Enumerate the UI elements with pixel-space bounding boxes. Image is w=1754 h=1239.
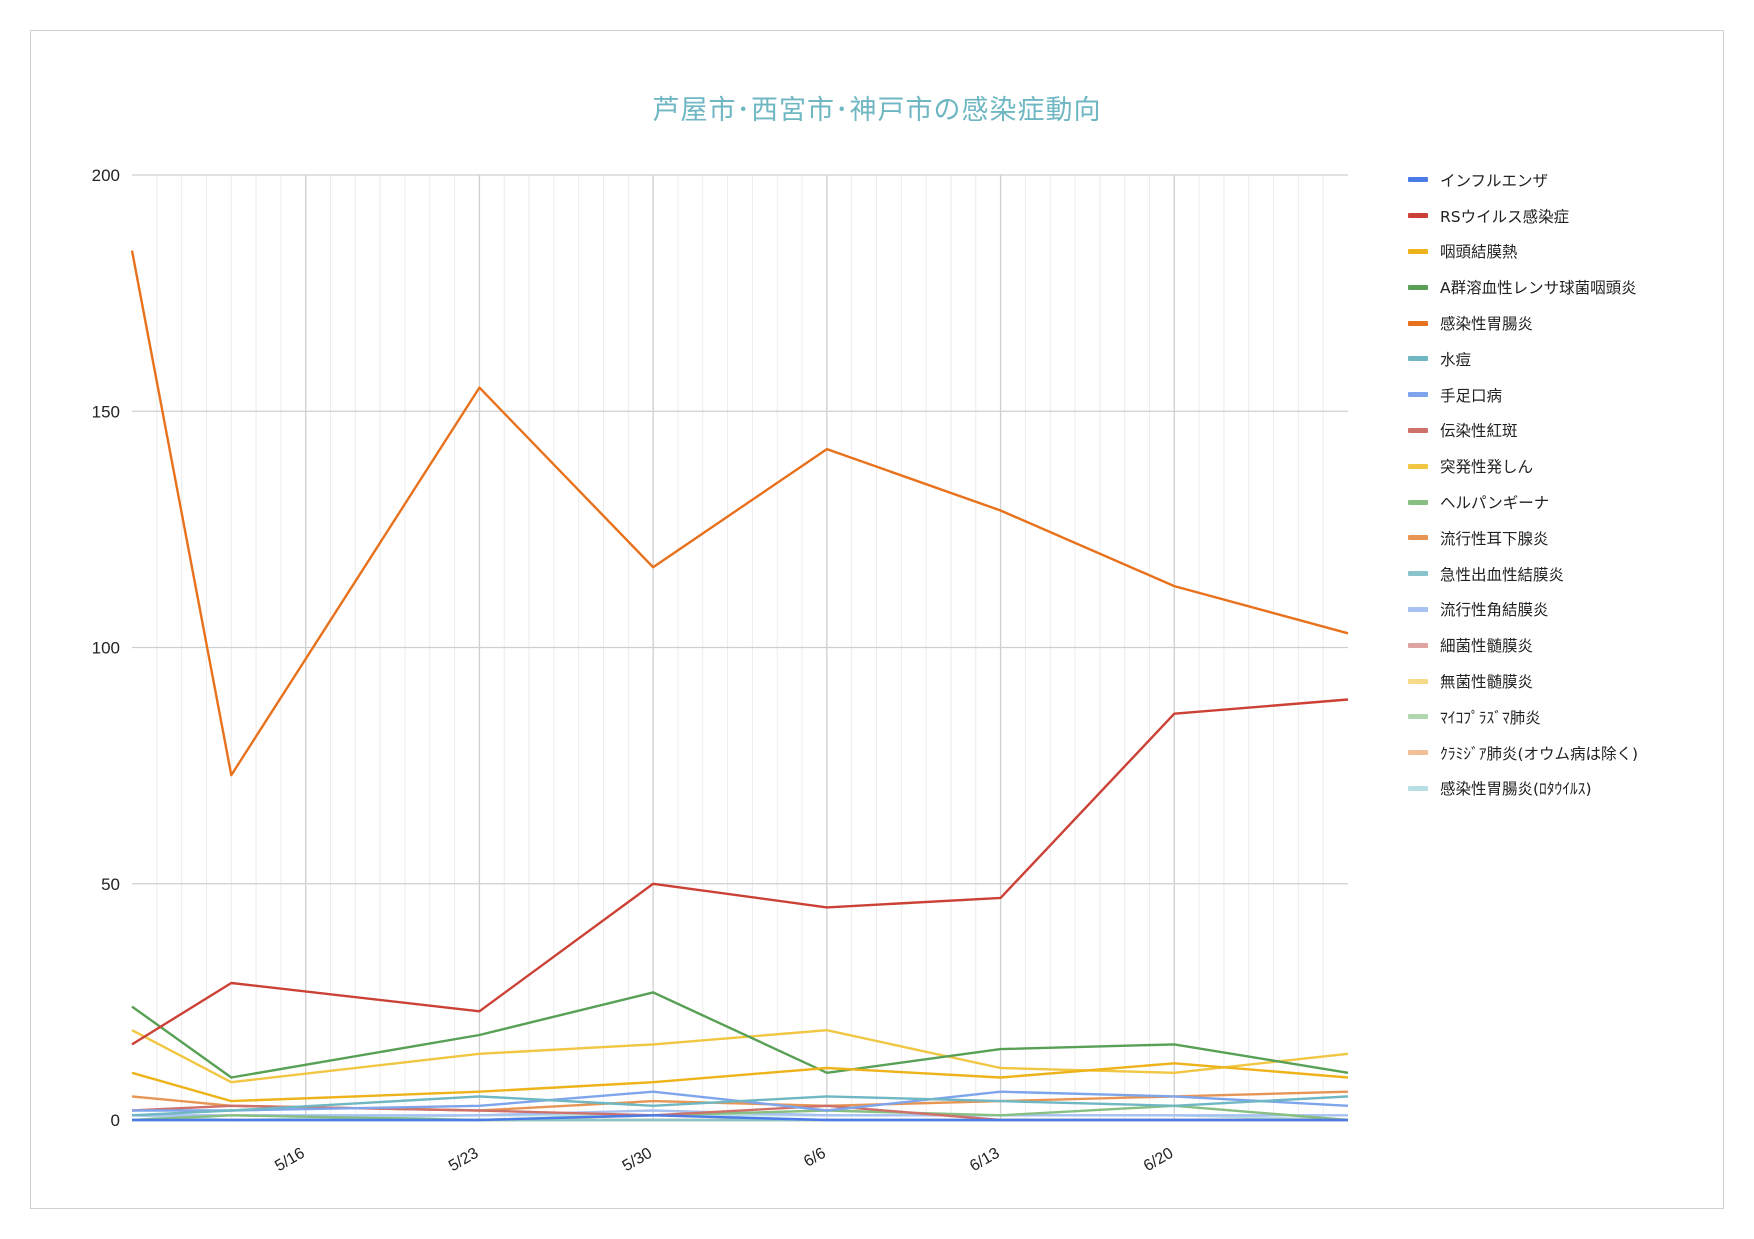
legend-item: 感染性胃腸炎(ﾛﾀｳｲﾙｽ) [1408,771,1738,807]
legend-item: ｸﾗﾐｼﾞｱ肺炎(オウム病は除く) [1408,735,1738,771]
legend-swatch [1408,535,1428,541]
y-tick-label: 0 [111,1111,120,1130]
legend-swatch [1408,499,1428,505]
series-line [132,1114,1348,1122]
legend-swatch [1408,427,1428,433]
x-tick-label: 5/16 [272,1145,308,1175]
series-line [131,991,1349,1079]
legend-swatch [1408,714,1428,720]
legend-label: ヘルパンギーナ [1440,494,1550,513]
series-line [131,1095,1349,1117]
legend-item: 流行性耳下腺炎 [1408,520,1738,556]
chart-title: 芦屋市･西宮市･神戸市の感染症動向 [652,95,1102,126]
legend-label: 細菌性髄膜炎 [1440,637,1534,656]
legend-item: RSウイルス感染症 [1408,198,1738,234]
x-tick-label: 6/13 [967,1145,1003,1175]
legend-item: 無菌性髄膜炎 [1408,663,1738,699]
legend-swatch [1408,356,1428,362]
legend-label: 流行性耳下腺炎 [1440,529,1549,548]
legend-swatch [1408,177,1428,183]
legend-item: 咽頭結膜熱 [1408,234,1738,270]
legend-swatch [1408,642,1428,648]
legend-label: 感染性胃腸炎(ﾛﾀｳｲﾙｽ) [1440,780,1592,799]
legend-label: RSウイルス感染症 [1440,207,1570,226]
chart-frame [30,30,1724,1209]
legend-swatch [1408,678,1428,684]
series-line [131,698,1349,1046]
legend-swatch [1408,606,1428,612]
legend-label: インフルエンザ [1440,171,1549,190]
x-tick-label: 5/23 [446,1145,482,1175]
legend-item: 伝染性紅斑 [1408,413,1738,449]
legend-label: 流行性角結膜炎 [1440,601,1549,620]
legend-item: 手足口病 [1408,377,1738,413]
legend-swatch [1408,392,1428,398]
series-line [131,1028,1349,1084]
legend-item: 急性出血性結膜炎 [1408,556,1738,592]
legend-item: 水痘 [1408,341,1738,377]
legend-item: ヘルパンギーナ [1408,484,1738,520]
legend-label: A群溶血性レンサ球菌咽頭炎 [1440,279,1637,298]
legend-swatch [1408,571,1428,577]
legend-item: A群溶血性レンサ球菌咽頭炎 [1408,269,1738,305]
series-lines [130,250,1349,1122]
legend-label: 手足口病 [1440,386,1503,405]
x-tick-label: 6/20 [1141,1145,1177,1175]
x-tick-label: 5/30 [620,1145,656,1175]
legend-label: 咽頭結膜熱 [1440,243,1518,262]
series-line [131,1062,1349,1103]
legend-label: 感染性胃腸炎 [1440,315,1534,334]
legend-swatch [1408,320,1428,326]
legend-label: 急性出血性結膜炎 [1440,565,1565,584]
x-tick-label: 6/6 [801,1145,829,1171]
legend-swatch [1408,213,1428,219]
legend-label: ﾏｲｺﾌﾟﾗｽﾞﾏ肺炎 [1440,708,1541,727]
y-tick-label: 100 [92,639,120,658]
series-line [131,1104,1349,1122]
legend-item: 流行性角結膜炎 [1408,592,1738,628]
y-tick-label: 200 [92,166,120,185]
grid [132,174,1348,1121]
legend-item: 感染性胃腸炎 [1408,305,1738,341]
axes: 0 50 100 150 200 5/16 5/23 5/30 6/6 6/13 6/20 [92,166,1177,1175]
y-tick-label: 50 [101,875,120,894]
legend-item: 細菌性髄膜炎 [1408,627,1738,663]
legend-swatch [1408,284,1428,290]
legend-swatch [1408,750,1428,756]
legend-label: 水痘 [1440,350,1472,369]
series-line [130,250,1349,777]
legend-label: 無菌性髄膜炎 [1440,673,1534,692]
legend-swatch [1408,248,1428,254]
legend-label: 伝染性紅斑 [1440,422,1518,441]
legend-item: ﾏｲｺﾌﾟﾗｽﾞﾏ肺炎 [1408,699,1738,735]
legend-swatch [1408,785,1428,791]
legend-label: 突発性発しん [1440,458,1534,477]
y-tick-label: 150 [92,402,120,421]
legend-item: インフルエンザ [1408,162,1738,198]
legend-label: ｸﾗﾐｼﾞｱ肺炎(オウム病は除く) [1440,744,1639,763]
legend-swatch [1408,463,1428,469]
legend-item: 突発性発しん [1408,448,1738,484]
legend: インフルエンザ RSウイルス感染症 咽頭結膜熱 A群溶血性レンサ球菌咽頭炎 感染性胃腸炎… [1408,162,1738,806]
